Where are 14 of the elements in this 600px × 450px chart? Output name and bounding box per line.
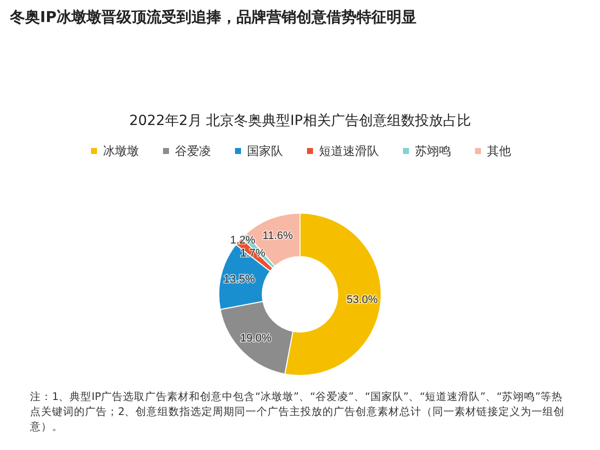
legend-label: 苏翊鸣 bbox=[415, 144, 451, 158]
data-label: 53.0% bbox=[346, 294, 378, 306]
chart-title: 冬奥IP冰墩墩晋级顶流受到追捧，品牌营销创意借势特征明显 bbox=[10, 8, 417, 27]
legend-label: 冰墩墩 bbox=[103, 144, 139, 158]
data-label: 1.7% bbox=[240, 247, 266, 260]
data-label: 19.0% bbox=[240, 332, 272, 344]
legend-label: 谷爱凌 bbox=[175, 144, 211, 158]
data-label: 13.5% bbox=[224, 274, 256, 286]
legend-label: 国家队 bbox=[247, 144, 283, 158]
legend-label: 短道速滑队 bbox=[319, 144, 379, 158]
chart-subtitle: 2022年2月 北京冬奥典型IP相关广告创意组数投放占比 bbox=[128, 112, 472, 130]
data-label: 11.6% bbox=[262, 230, 294, 242]
legend-label: 其他 bbox=[487, 144, 511, 158]
text: 注：1、典型IP广告选取广告素材和创意中包含“冰墩墩”、“谷爱凌”、“国家队”、“短道速滑队”、“苏翊鸣”等热点关键词的广告；2、创意组数指选定周期同一个广告主投放的广告创意素材总计（同一素材链接定义为一组创意）。 bbox=[30, 390, 566, 435]
